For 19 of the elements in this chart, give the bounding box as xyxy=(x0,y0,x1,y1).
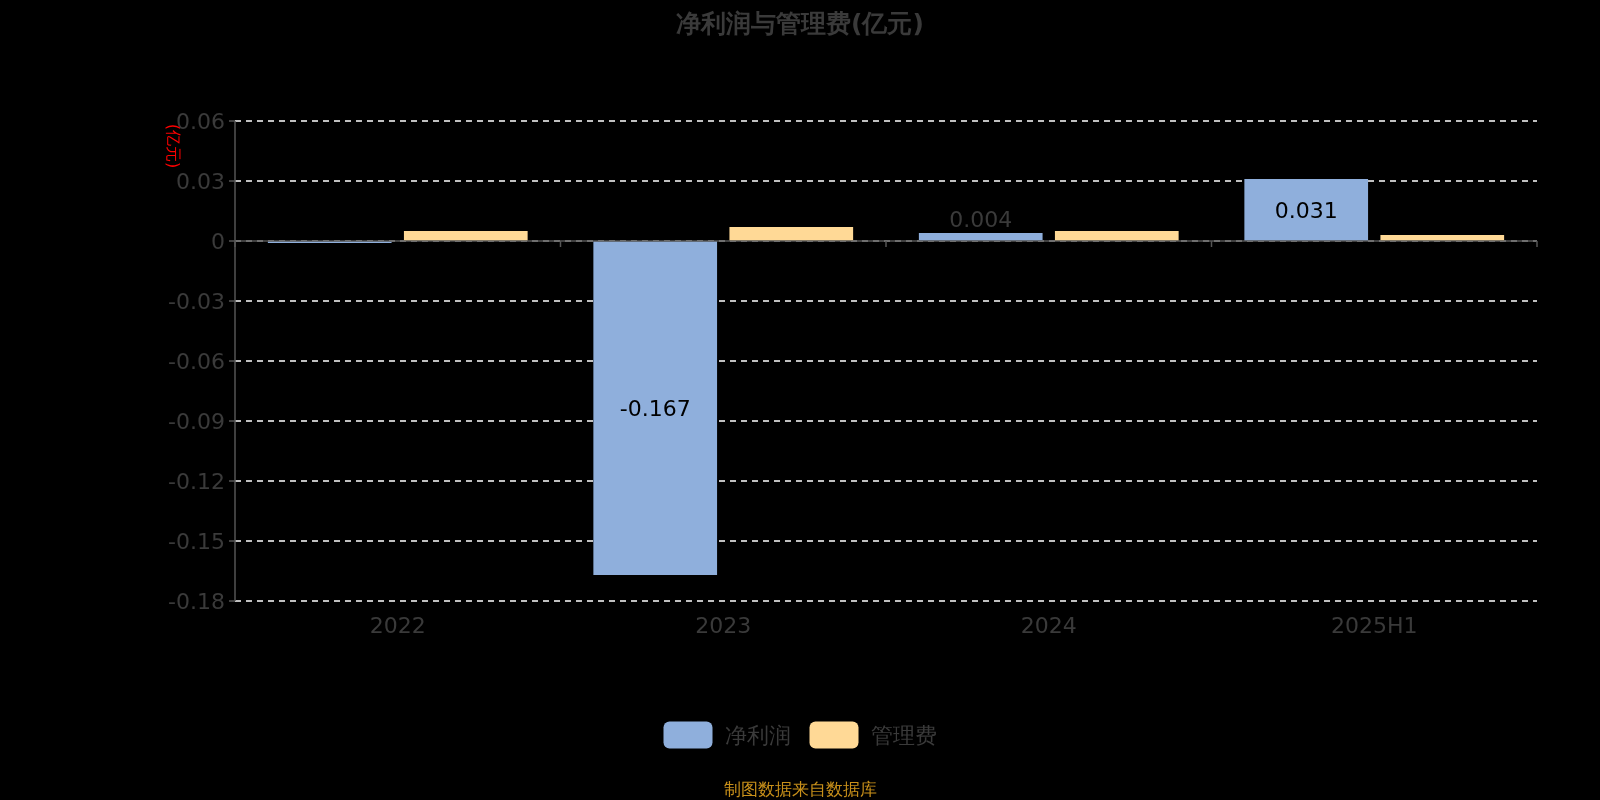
y-tick: -0.03 xyxy=(168,288,225,314)
x-tick: 2023 xyxy=(695,612,752,638)
data-label: -0.167 xyxy=(619,395,691,421)
y-tick: 0.03 xyxy=(176,168,225,194)
y-tick: -0.06 xyxy=(168,348,225,374)
title: 净利润与管理费(亿元) xyxy=(676,9,924,38)
y-tick: -0.15 xyxy=(168,528,225,554)
data-label: 0.004 xyxy=(949,207,1013,232)
y-tick: -0.18 xyxy=(168,588,225,614)
legend-label: 净利润 xyxy=(724,722,791,748)
annotation: 制图数据来自数据库 xyxy=(723,779,877,799)
y-tick: 0 xyxy=(211,228,225,254)
x-tick: 2024 xyxy=(1020,612,1077,638)
x-tick: 2025H1 xyxy=(1331,612,1418,638)
y-tick: -0.09 xyxy=(168,408,225,434)
x-tick: 2022 xyxy=(369,612,426,638)
data-label: 0.031 xyxy=(1274,197,1338,223)
y-tick: -0.12 xyxy=(168,468,225,494)
legend-label: 管理费 xyxy=(870,722,937,748)
